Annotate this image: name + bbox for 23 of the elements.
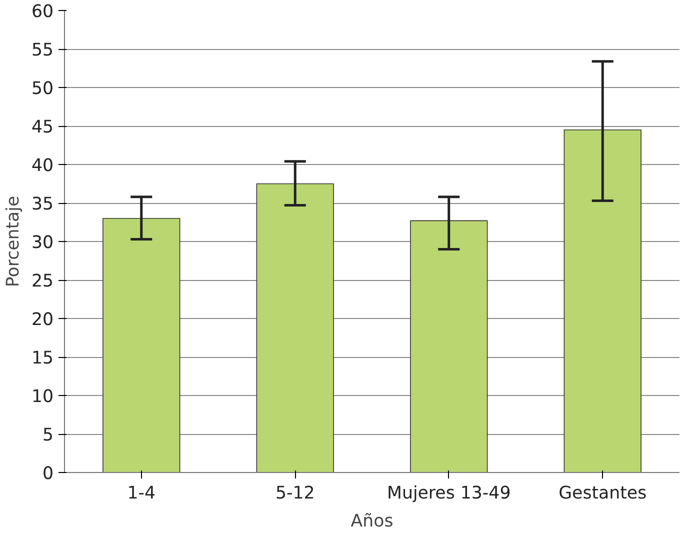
- y-tick-label: 50: [31, 79, 54, 99]
- y-tick-label: 0: [42, 464, 54, 484]
- bar: [102, 218, 180, 472]
- y-tick-label: 5: [42, 426, 54, 446]
- x-axis-title: Años: [350, 512, 394, 532]
- x-tick-label: Gestantes: [558, 484, 647, 504]
- bar: [564, 129, 642, 472]
- x-tick-label: 5-12: [275, 484, 315, 504]
- y-tick-label: 55: [31, 40, 54, 60]
- y-tick-label: 25: [31, 272, 54, 292]
- y-tick-label: 60: [31, 2, 54, 22]
- y-tick-label: 35: [31, 194, 54, 214]
- y-tick-label: 15: [31, 348, 54, 368]
- y-tick-label: 20: [31, 310, 54, 330]
- y-tick-label: 40: [31, 156, 54, 176]
- y-tick-label: 45: [31, 118, 54, 138]
- x-tick-label: 1-4: [127, 484, 156, 504]
- x-tick-label: Mujeres 13-49: [387, 484, 511, 504]
- y-axis-title: Porcentaje: [3, 196, 24, 288]
- bar: [410, 220, 488, 472]
- bar: [256, 183, 334, 472]
- y-tick-label: 10: [31, 387, 54, 407]
- y-tick-label: 30: [31, 233, 54, 253]
